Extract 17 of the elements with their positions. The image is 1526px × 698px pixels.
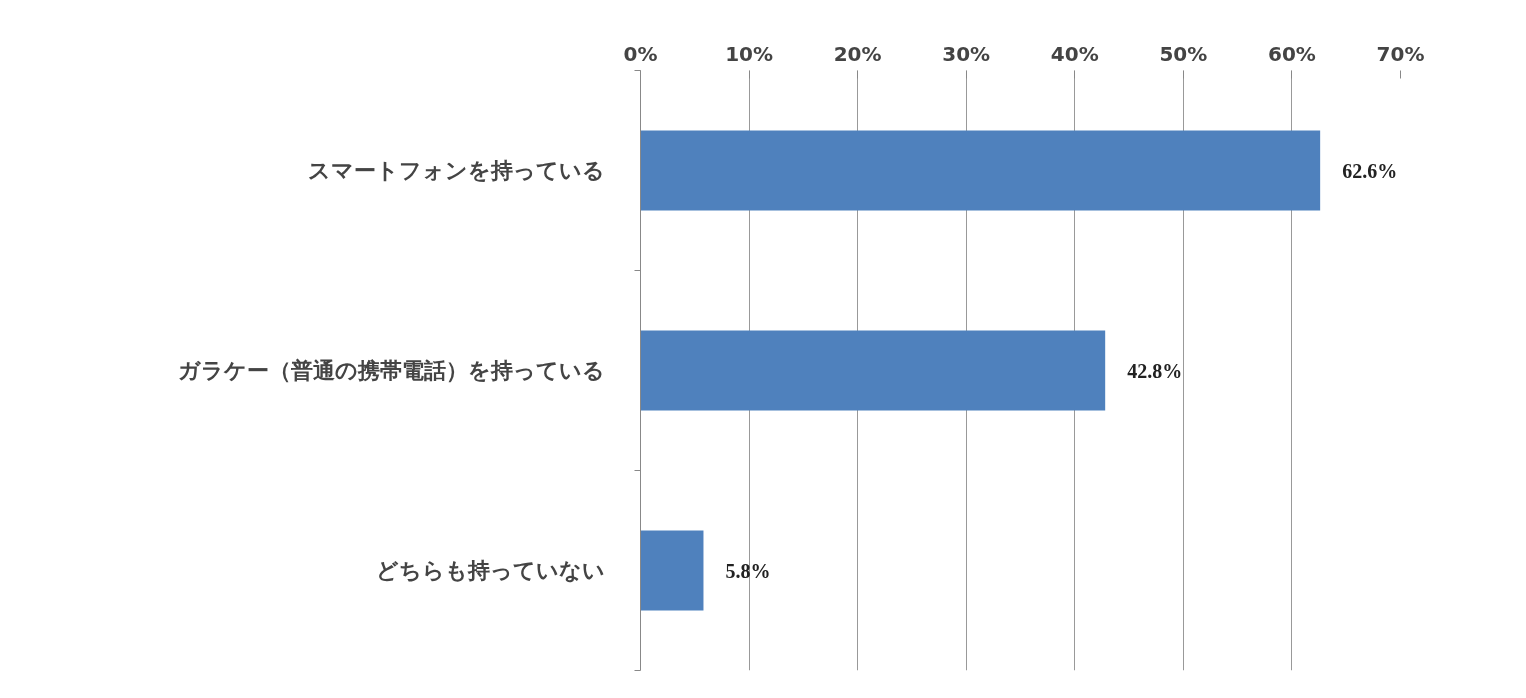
x-tick-label: 0%	[623, 41, 658, 66]
x-tick-label: 50%	[1159, 41, 1208, 66]
x-tick-label: 40%	[1050, 41, 1099, 66]
x-tick-label: 70%	[1376, 41, 1425, 66]
bar	[640, 130, 1321, 211]
y-tick-label: どちらも持っていない	[375, 558, 605, 583]
x-tick-label: 30%	[942, 41, 991, 66]
data-label: 42.8%	[1127, 359, 1183, 382]
y-tick-label: ガラケー（普通の携帯電話）を持っている	[177, 358, 605, 383]
data-label: 5.8%	[725, 559, 771, 582]
y-tick-label: スマートフォンを持っている	[307, 158, 605, 183]
data-label: 62.6%	[1342, 159, 1398, 182]
x-tick-label: 10%	[725, 41, 774, 66]
bar	[640, 530, 704, 611]
bar	[640, 330, 1106, 411]
x-tick-label: 60%	[1267, 41, 1316, 66]
x-tick-label: 20%	[833, 41, 882, 66]
